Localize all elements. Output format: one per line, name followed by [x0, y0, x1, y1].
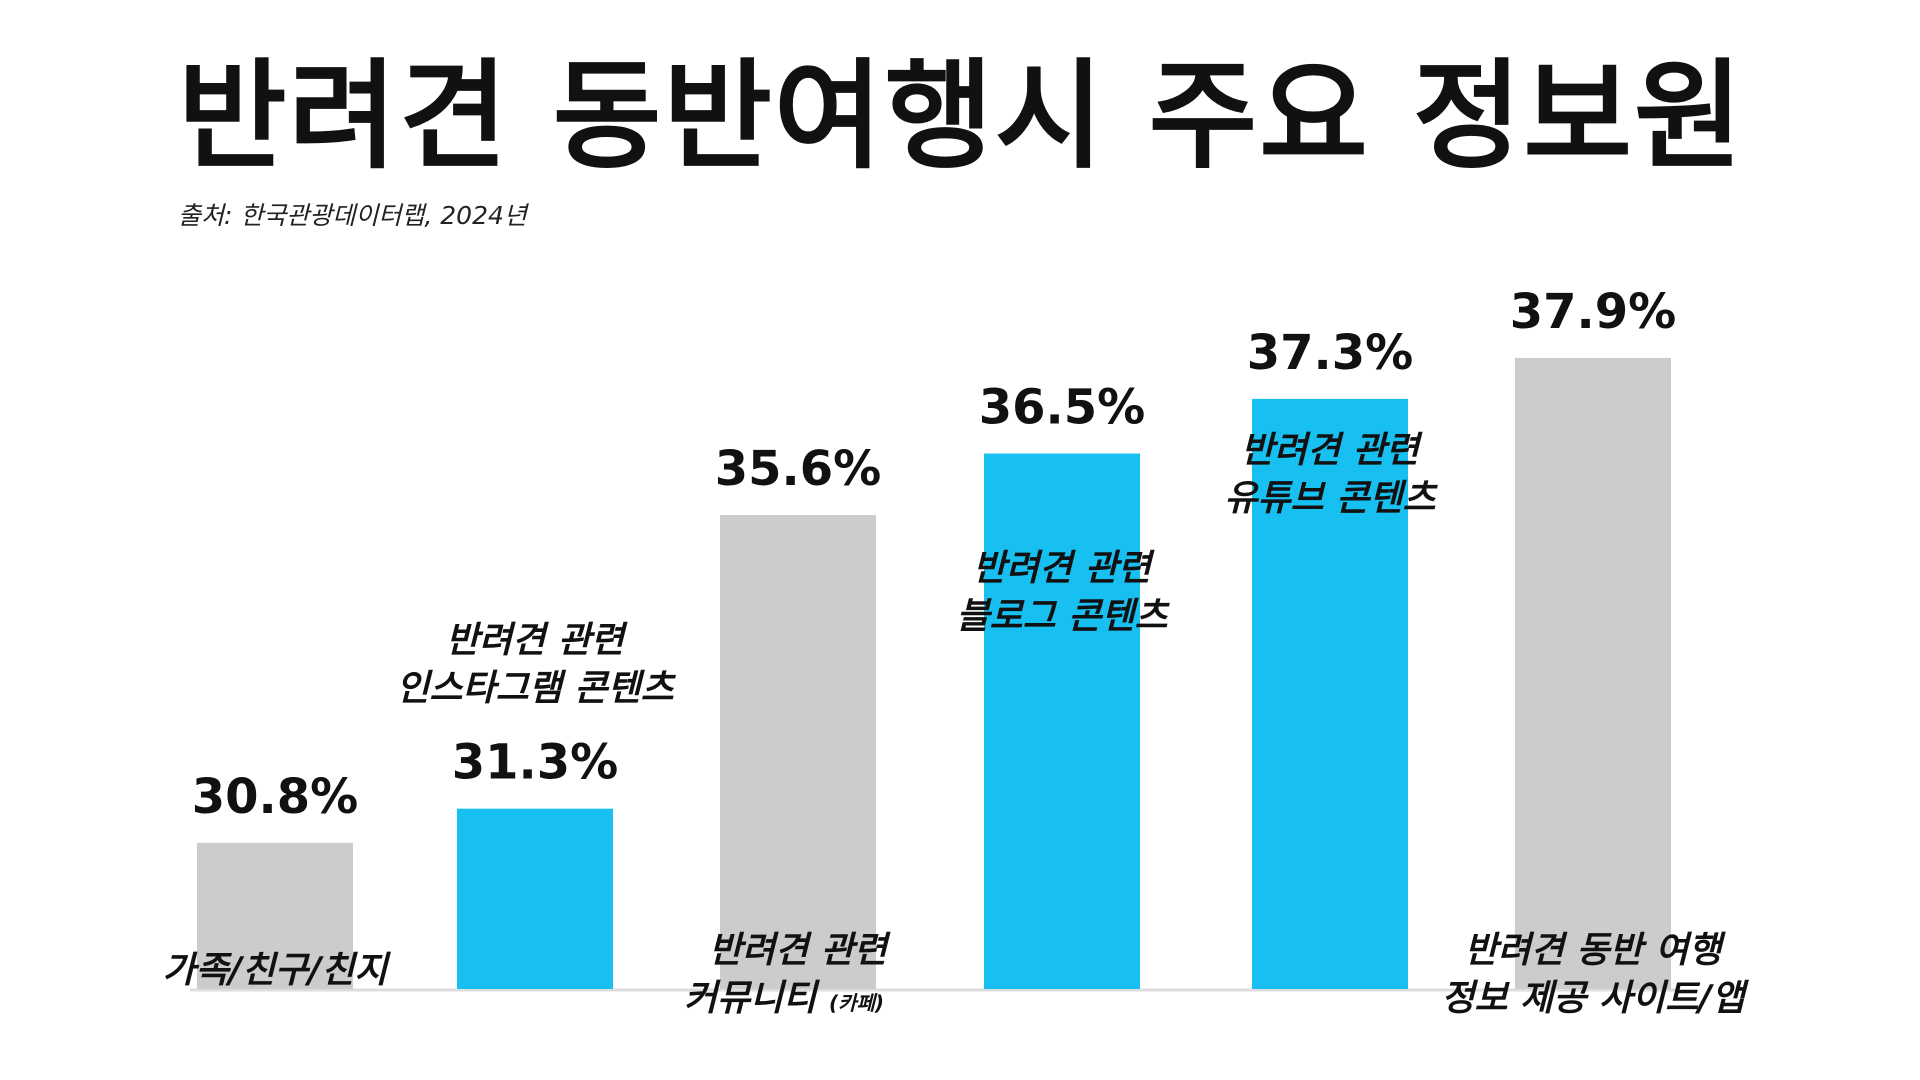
source-note: 출처: 한국관광데이터랩, 2024년 [178, 201, 527, 230]
category-label-2: 반려견 관련 인스타그램 콘텐츠 [396, 620, 676, 709]
category-label-3: 반려견 관련 커뮤니티 (카페) [684, 930, 891, 1019]
value-label-group: 30.8% 31.3% 35.6% 36.5% 37.3% 37.9% [192, 284, 1677, 825]
value-label-5: 37.3% [1247, 325, 1414, 381]
category-label-1: 가족/친구/친지 [162, 950, 391, 991]
category-label-4: 반려견 관련 블로그 콘텐츠 [956, 548, 1170, 637]
page-title: 반려견 동반여행시 주요 정보원 [178, 47, 1745, 185]
value-label-4: 36.5% [979, 380, 1146, 436]
bar-group [197, 357, 1671, 990]
bar-3 [720, 514, 876, 989]
bar-2 [457, 808, 613, 989]
bar-6 [1515, 357, 1671, 990]
category-label-5: 반려견 관련 유튜브 콘텐츠 [1224, 430, 1438, 519]
value-label-3: 35.6% [715, 441, 882, 497]
value-label-6: 37.9% [1510, 284, 1677, 340]
bar-4 [984, 453, 1140, 989]
category-label-6: 반려견 동반 여행 정보 제공 사이트/앱 [1441, 930, 1749, 1019]
value-label-2: 31.3% [452, 735, 619, 791]
bar-1 [197, 842, 353, 989]
value-label-1: 30.8% [192, 769, 359, 825]
bar-5 [1252, 398, 1408, 989]
